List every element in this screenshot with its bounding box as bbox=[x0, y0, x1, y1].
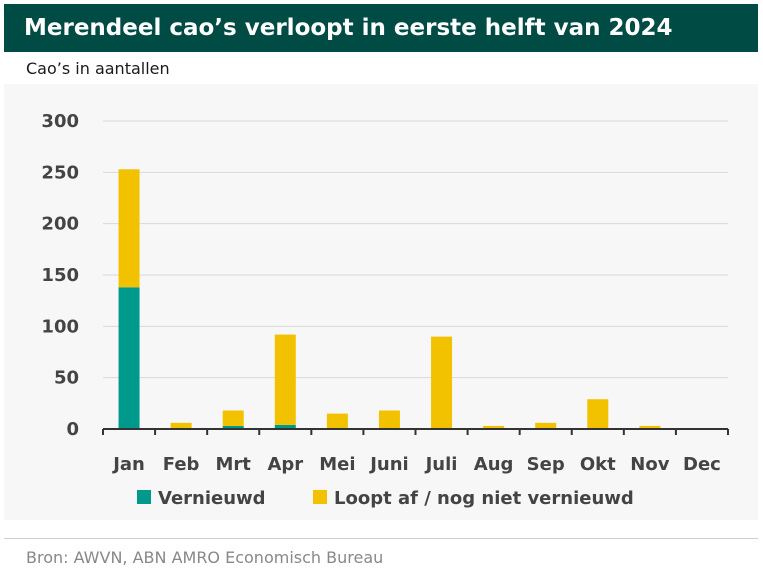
x-tick-label: Jan bbox=[111, 454, 145, 475]
bar-vernieuwd-apr bbox=[274, 424, 296, 429]
x-tick-label: Juni bbox=[368, 454, 409, 475]
y-tick-label: 0 bbox=[66, 419, 79, 440]
y-tick-label: 100 bbox=[41, 316, 79, 337]
bar-loopt-af-juni bbox=[378, 410, 400, 429]
title-bar: Merendeel cao’s verloopt in eerste helft… bbox=[4, 4, 758, 52]
chart-title: Merendeel cao’s verloopt in eerste helft… bbox=[24, 15, 673, 41]
legend-loopt-af-swatch bbox=[313, 490, 327, 504]
x-tick-label: Sep bbox=[527, 454, 565, 475]
y-tick-label: 150 bbox=[41, 265, 79, 286]
bar-chart: 0 50 100 150 200 250 300 Jan Feb Mrt Apr Mei Juni Jul… bbox=[41, 111, 729, 509]
chart-subtitle: Cao’s in aantallen bbox=[26, 59, 170, 78]
bar-vernieuwd-jan bbox=[118, 287, 140, 429]
y-tick-label: 50 bbox=[54, 368, 79, 389]
bar-loopt-af-apr bbox=[274, 334, 296, 425]
legend-loopt-af-label: Loopt af / nog niet vernieuwd bbox=[334, 488, 634, 509]
y-tick-label: 300 bbox=[41, 111, 79, 132]
bar-loopt-af-sep bbox=[535, 422, 557, 429]
x-tick-label: Feb bbox=[163, 454, 200, 475]
x-tick-label: Mrt bbox=[216, 454, 252, 475]
x-tick-label: Aug bbox=[474, 454, 514, 475]
x-tick-label: Dec bbox=[683, 454, 721, 475]
source-divider bbox=[4, 538, 758, 539]
bar-loopt-af-mrt bbox=[222, 410, 244, 426]
x-tick-label: Juli bbox=[424, 454, 458, 475]
bar-loopt-af-mei bbox=[326, 413, 348, 429]
x-tick-label: Apr bbox=[267, 454, 303, 475]
x-tick-label: Nov bbox=[630, 454, 669, 475]
bar-loopt-af-jan bbox=[118, 169, 140, 288]
bar-loopt-af-nov bbox=[639, 425, 661, 429]
y-tick-label: 250 bbox=[41, 162, 79, 183]
legend-vernieuwd-label: Vernieuwd bbox=[158, 488, 266, 509]
source-note: Bron: AWVN, ABN AMRO Economisch Bureau bbox=[26, 548, 384, 567]
y-tick-label: 200 bbox=[41, 214, 79, 235]
bar-vernieuwd-mrt bbox=[222, 425, 244, 429]
bar-loopt-af-aug bbox=[483, 425, 505, 429]
bar-loopt-af-okt bbox=[587, 399, 609, 429]
x-tick-label: Mei bbox=[319, 454, 355, 475]
bar-loopt-af-feb bbox=[170, 422, 192, 429]
x-tick-label: Okt bbox=[580, 454, 616, 475]
legend-vernieuwd-swatch bbox=[137, 490, 151, 504]
bar-loopt-af-juli bbox=[431, 336, 453, 429]
